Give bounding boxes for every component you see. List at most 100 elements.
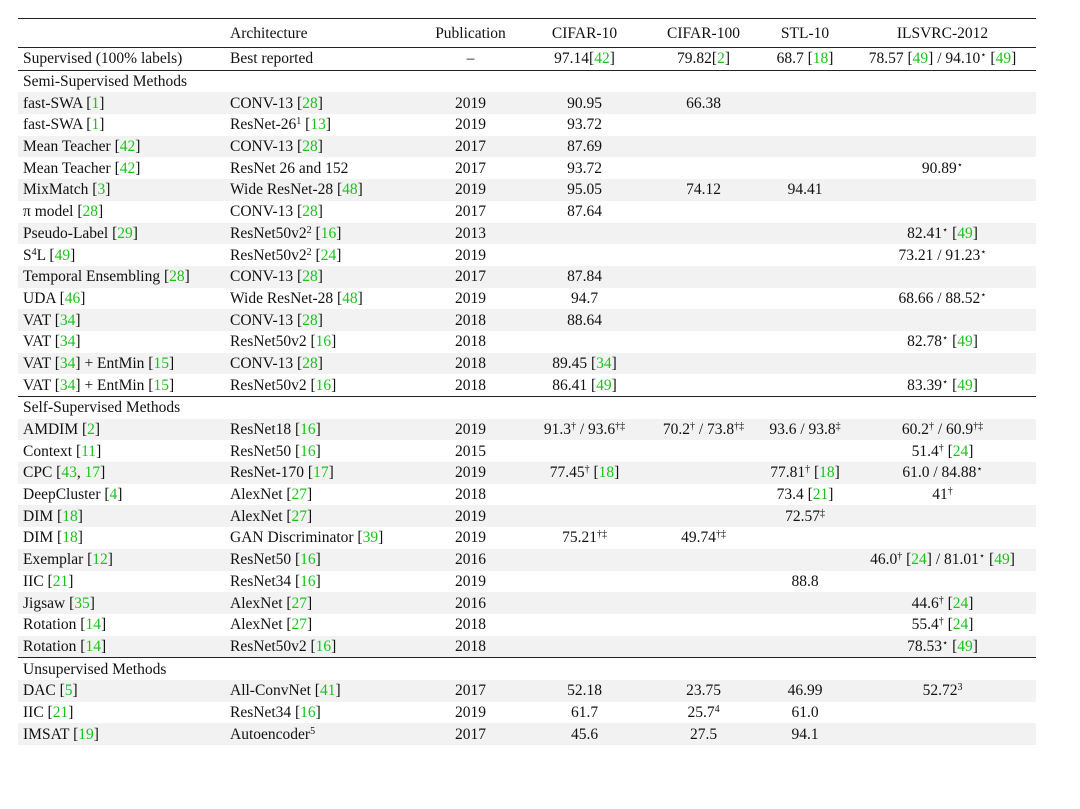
citation-link[interactable]: 11 (81, 442, 97, 460)
stl10-cell (761, 374, 849, 396)
citation-link[interactable]: 28 (302, 311, 318, 329)
citation-link[interactable]: 49 (957, 376, 973, 394)
citation-link[interactable]: 21 (52, 572, 69, 590)
citation-link[interactable]: 18 (62, 507, 78, 525)
citation-link[interactable]: 28 (302, 354, 318, 372)
citation-link[interactable]: 1 (91, 116, 100, 134)
citation-link[interactable]: 49 (957, 637, 973, 655)
citation-link[interactable]: 18 (819, 464, 835, 482)
citation-link[interactable]: 16 (315, 333, 332, 351)
cifar100-cell: 27.5 (646, 723, 761, 745)
citation-link[interactable]: 16 (300, 551, 316, 569)
citation-link[interactable]: 49 (994, 551, 1010, 569)
citation-link[interactable]: 24 (952, 442, 969, 460)
citation-link[interactable]: 21 (812, 486, 829, 504)
citation-link[interactable]: 12 (92, 551, 108, 569)
stl10-cell (761, 309, 849, 331)
ilsvrc-cell: 83.39⋆ [49] (849, 374, 1036, 396)
citation-link[interactable]: 24 (911, 551, 927, 569)
table-row: DAC [5] All-ConvNet [41] 2017 52.18 23.75 46.… (18, 679, 1036, 702)
citation-link[interactable]: 24 (952, 616, 969, 634)
citation-link[interactable]: 16 (315, 376, 332, 394)
citation-link[interactable]: 34 (596, 354, 612, 372)
citation-link[interactable]: 14 (85, 616, 101, 634)
footnote-mark: 1 (296, 116, 302, 128)
citation-link[interactable]: 18 (812, 50, 829, 68)
cifar100-cell (646, 571, 761, 593)
citation-link[interactable]: 39 (362, 529, 379, 547)
citation-link[interactable]: 42 (119, 138, 136, 156)
citation-link[interactable]: 49 (957, 224, 973, 242)
citation-link[interactable]: 34 (59, 354, 76, 372)
cell-text: ] (724, 50, 730, 68)
citation-link[interactable]: 16 (320, 224, 337, 242)
citation-link[interactable]: 2 (87, 421, 95, 439)
cell-text: 60.2 (901, 421, 929, 439)
citation-link[interactable]: 35 (74, 594, 90, 612)
cell-text: ] (68, 703, 74, 721)
citation-link[interactable]: 46 (64, 289, 81, 307)
citation-link[interactable]: 21 (52, 703, 69, 721)
citation-link[interactable]: 27 (291, 507, 308, 525)
citation-link[interactable]: 42 (594, 50, 610, 68)
citation-link[interactable]: 16 (300, 421, 316, 439)
citation-link[interactable]: 16 (300, 572, 316, 590)
citation-link[interactable]: 24 (320, 246, 337, 264)
cell-text: ] (328, 464, 334, 482)
citation-link[interactable]: 49 (54, 246, 71, 264)
citation-link[interactable]: 34 (59, 376, 76, 394)
citation-link[interactable]: 17 (84, 464, 101, 482)
cell-text: / 60.9 (933, 421, 974, 439)
citation-link[interactable]: 49 (995, 50, 1012, 68)
citation-link[interactable]: 28 (82, 203, 98, 221)
citation-link[interactable]: 28 (302, 203, 318, 221)
citation-link[interactable]: 28 (302, 94, 318, 112)
citation-link[interactable]: 19 (78, 725, 94, 743)
citation-link[interactable]: 15 (153, 354, 169, 372)
citation-link[interactable]: 3 (97, 181, 106, 199)
citation-link[interactable]: 16 (315, 637, 332, 655)
citation-link[interactable]: 15 (153, 376, 169, 394)
footnote-mark: 5 (310, 725, 316, 737)
ilsvrc-cell (849, 702, 1036, 724)
cell-text: ] (75, 311, 81, 329)
cell-text: ] (80, 289, 86, 307)
cifar10-cell: 61.7 (523, 702, 646, 724)
citation-link[interactable]: 27 (291, 486, 308, 504)
cell-text: 23.75 (686, 682, 721, 700)
citation-link[interactable]: 24 (952, 594, 969, 612)
citation-link[interactable]: 34 (59, 333, 76, 351)
citation-link[interactable]: 18 (62, 529, 78, 547)
citation-link[interactable]: 28 (169, 268, 185, 286)
citation-link[interactable]: 34 (59, 311, 76, 329)
citation-link[interactable]: 2 (717, 50, 725, 68)
citation-link[interactable]: 49 (957, 333, 973, 351)
citation-link[interactable]: 13 (310, 116, 326, 134)
citation-link[interactable]: 4 (109, 486, 118, 504)
citation-link[interactable]: 43 (61, 464, 77, 482)
cell-text: CONV-13 [ (230, 138, 303, 156)
citation-link[interactable]: 48 (342, 289, 358, 307)
citation-link[interactable]: 48 (342, 181, 358, 199)
citation-link[interactable]: 29 (117, 224, 133, 242)
citation-link[interactable]: 28 (302, 268, 318, 286)
citation-link[interactable]: 1 (91, 94, 100, 112)
footnote-mark: ⋆ (941, 224, 949, 236)
cell-text: ] (325, 116, 332, 134)
citation-link[interactable]: 41 (319, 682, 336, 700)
citation-link[interactable]: 18 (598, 464, 615, 482)
citation-link[interactable]: 28 (302, 138, 318, 156)
year-cell: 2018 (455, 333, 486, 351)
citation-link[interactable]: 14 (85, 637, 101, 655)
citation-link[interactable]: 16 (300, 442, 316, 460)
citation-link[interactable]: 42 (119, 159, 136, 177)
citation-link[interactable]: 27 (291, 616, 308, 634)
citation-link[interactable]: 27 (291, 594, 308, 612)
citation-link[interactable]: 16 (300, 703, 316, 721)
citation-link[interactable]: 49 (912, 50, 929, 68)
citation-link[interactable]: 49 (596, 376, 612, 394)
footnote-mark: 3 (957, 682, 963, 694)
citation-link[interactable]: 17 (313, 464, 329, 482)
stl10-cell (761, 635, 849, 658)
citation-link[interactable]: 5 (64, 682, 73, 700)
